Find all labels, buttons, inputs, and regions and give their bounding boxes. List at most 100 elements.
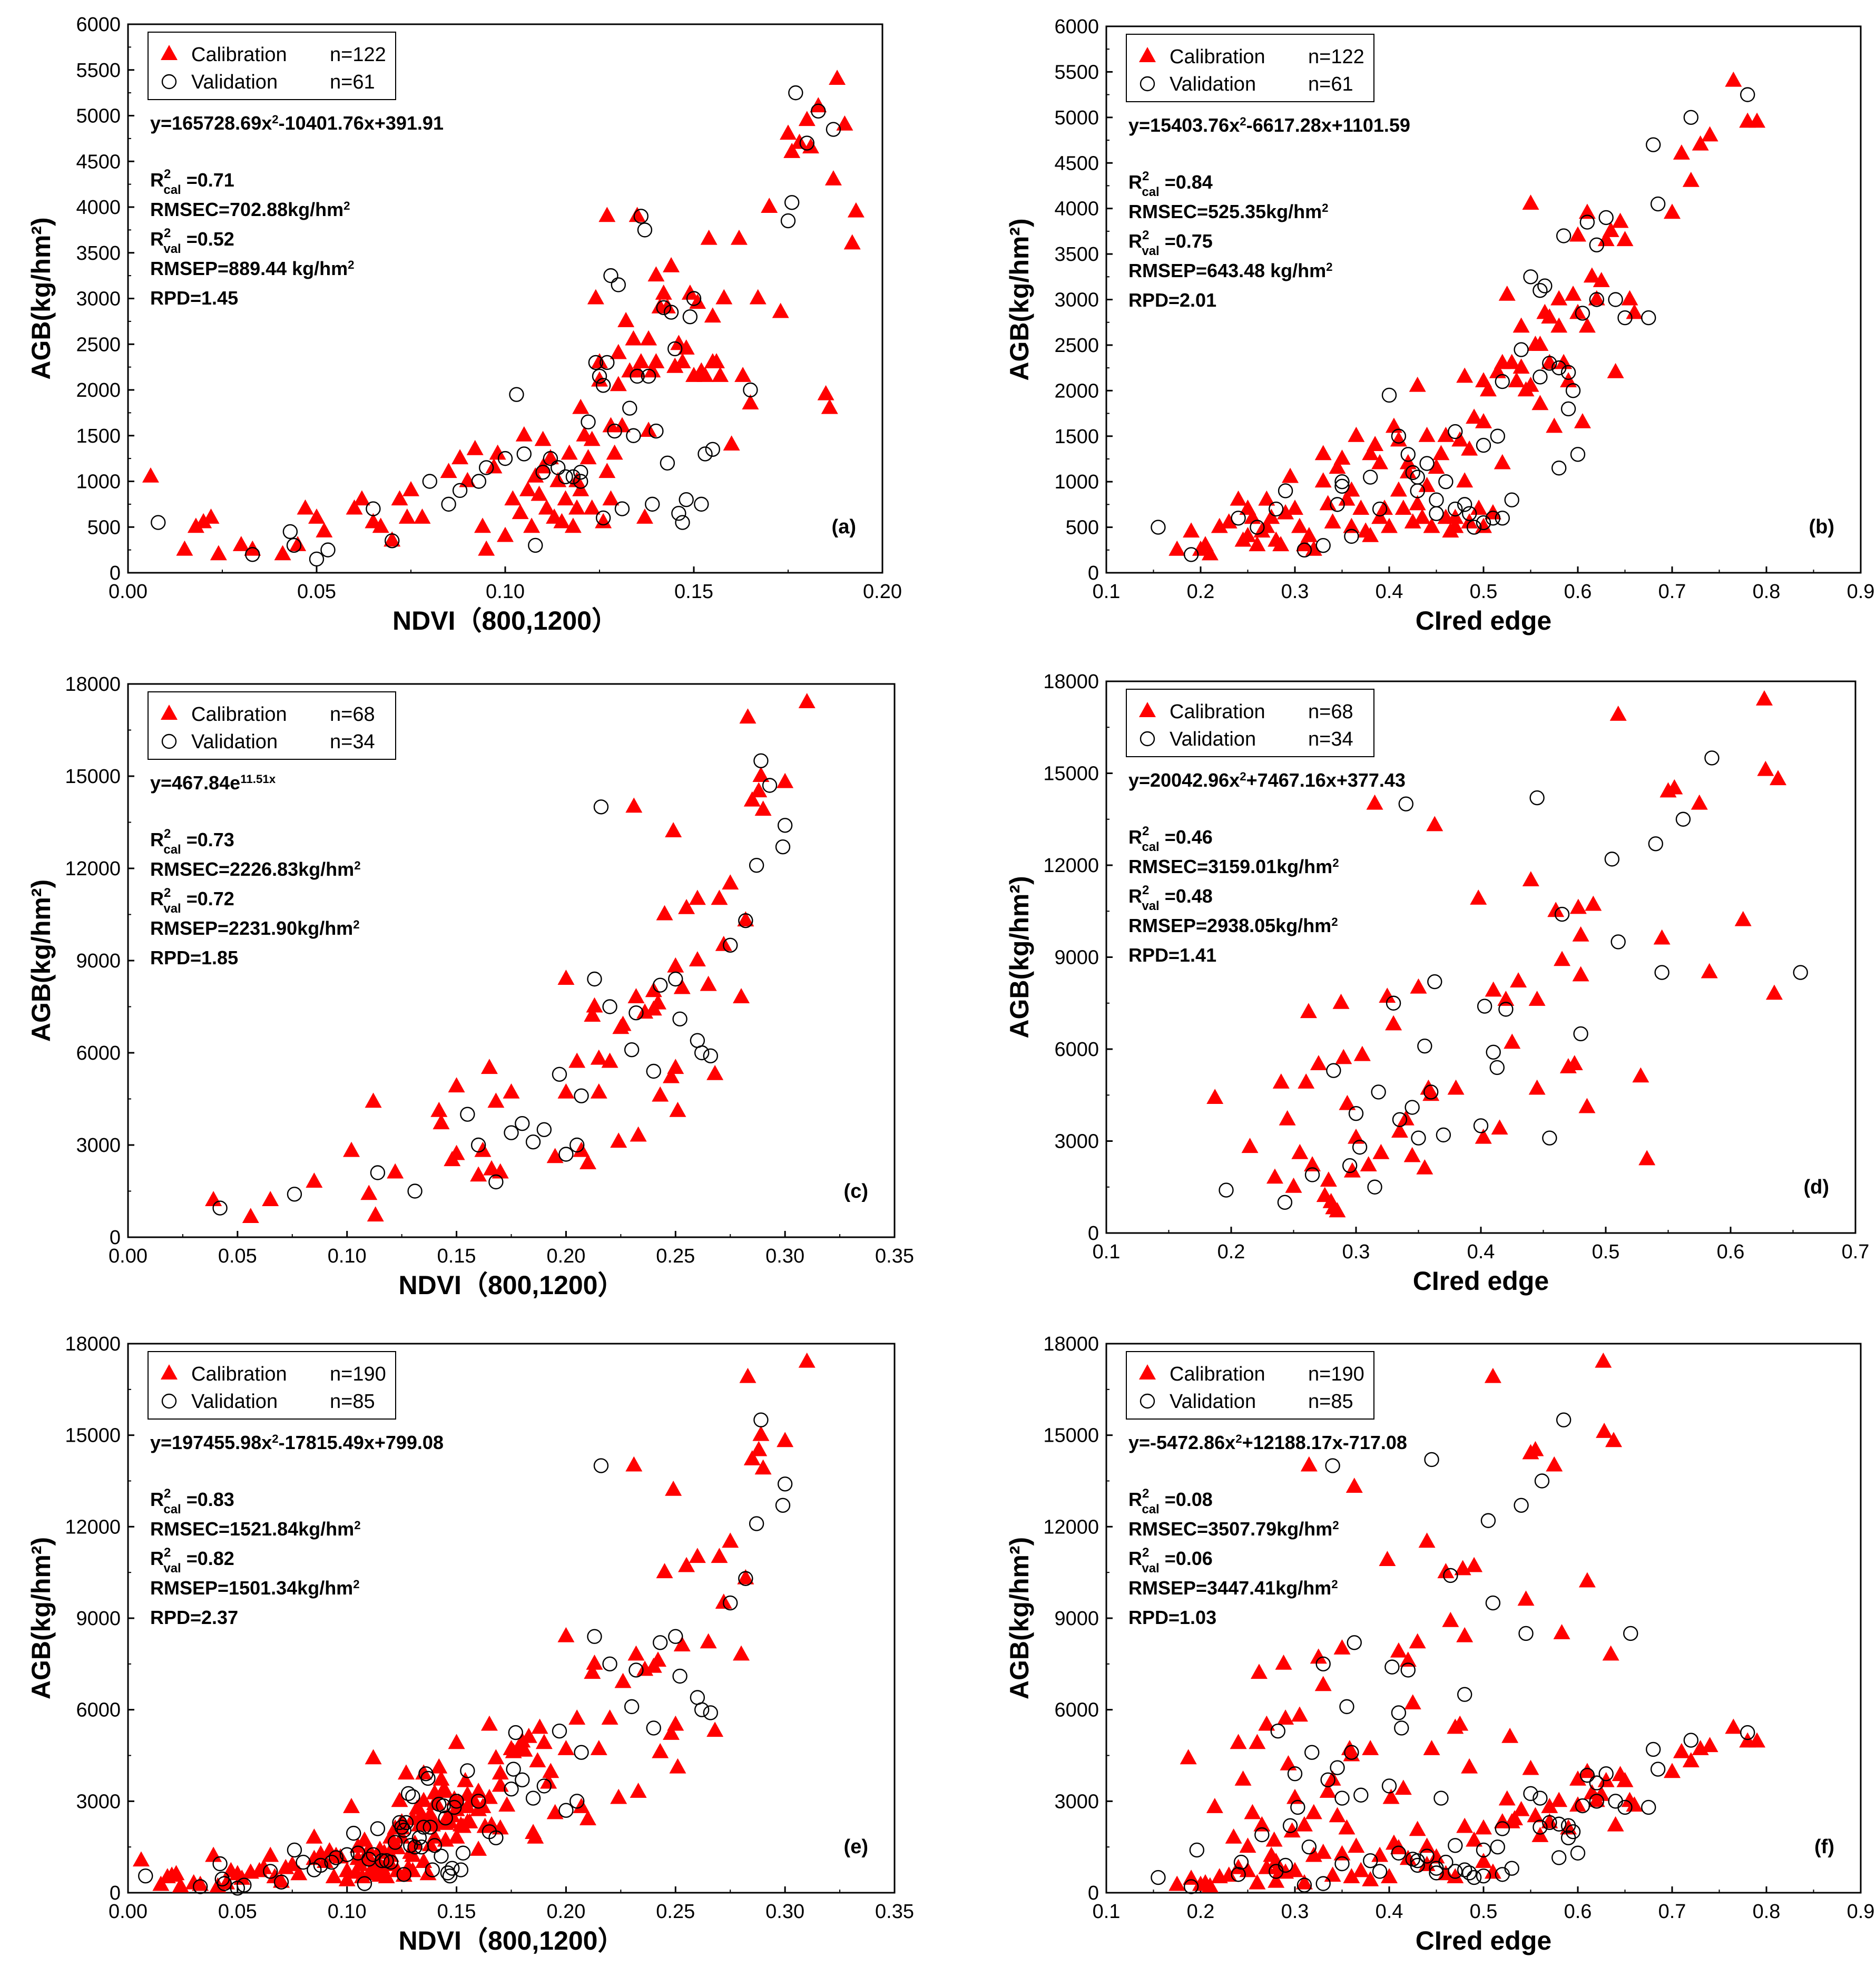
- legend-calibration-n: n=68: [1308, 701, 1353, 723]
- calibration-point: [430, 1758, 448, 1774]
- calibration-point: [1314, 445, 1332, 461]
- calibration-point: [1503, 354, 1520, 369]
- calibration-point: [1275, 1654, 1292, 1670]
- calibration-point: [1379, 987, 1396, 1003]
- legend-box: [148, 691, 396, 760]
- calibration-point: [448, 1077, 465, 1093]
- calibration-point: [414, 508, 431, 524]
- y-tick-label: 6000: [76, 14, 121, 36]
- validation-point: [230, 1881, 245, 1896]
- validation-point: [762, 778, 778, 793]
- calibration-point: [1409, 1821, 1426, 1836]
- calibration-point: [1494, 454, 1511, 469]
- validation-point: [1404, 1100, 1420, 1115]
- validation-point: [1424, 1452, 1439, 1468]
- validation-point: [396, 1867, 411, 1882]
- calibration-point: [1324, 1770, 1341, 1786]
- calibration-point: [1418, 1532, 1436, 1548]
- calibration-point: [1616, 231, 1634, 247]
- y-axis-label: AGB(kg/hm²): [1005, 1537, 1034, 1699]
- validation-point: [777, 818, 793, 833]
- calibration-point: [564, 517, 582, 533]
- y-tick-label: 3000: [76, 1791, 121, 1813]
- calibration-point: [1249, 1874, 1266, 1890]
- calibration-point: [586, 997, 603, 1013]
- calibration-point: [652, 1743, 669, 1758]
- y-tick-label: 0: [1088, 562, 1099, 584]
- validation-point: [569, 1794, 585, 1809]
- validation-point: [357, 1876, 372, 1891]
- rmsec: RMSEC=702.88kg/hm2: [150, 199, 350, 220]
- validation-point: [1570, 447, 1586, 462]
- calibration-point: [667, 1059, 684, 1074]
- validation-point: [1477, 999, 1492, 1014]
- calibration-point: [1362, 445, 1379, 461]
- calibration-point: [557, 490, 574, 506]
- y-tick-label: 3000: [1054, 1791, 1099, 1813]
- validation-point: [1353, 1787, 1369, 1803]
- calibration-point: [1371, 454, 1389, 469]
- r2-val: R2 val =0.75: [1128, 228, 1213, 258]
- validation-point: [436, 1798, 451, 1814]
- validation-point: [775, 839, 791, 855]
- validation-point: [1645, 1742, 1661, 1757]
- calibration-point: [1390, 1642, 1407, 1658]
- validation-point: [686, 291, 702, 306]
- calibration-point: [546, 1804, 564, 1819]
- calibration-point: [1279, 1110, 1296, 1126]
- validation-point: [470, 1794, 486, 1809]
- calibration-point: [798, 693, 816, 708]
- validation-point: [826, 122, 841, 137]
- y-tick-label: 5000: [1054, 107, 1099, 129]
- validation-point: [611, 277, 626, 292]
- calibration-point: [1314, 472, 1332, 488]
- validation-point: [675, 515, 690, 530]
- calibration-point: [205, 1846, 222, 1862]
- y-tick-label: 3000: [76, 1134, 121, 1157]
- calibration-point: [1484, 1863, 1501, 1879]
- validation-point: [637, 222, 653, 238]
- calibration-point: [1593, 1785, 1610, 1801]
- calibration-point: [617, 312, 635, 327]
- calibration-point: [1413, 508, 1431, 524]
- calibration-point: [780, 124, 797, 140]
- calibration-point: [630, 1783, 647, 1798]
- calibration-point: [1602, 1645, 1619, 1661]
- validation-point: [593, 799, 609, 815]
- calibration-point: [625, 1456, 643, 1472]
- validation-point: [320, 542, 336, 557]
- validation-point: [1610, 934, 1626, 950]
- validation-point: [449, 1794, 464, 1809]
- validation-point: [1608, 292, 1623, 307]
- r2-cal: R2 cal =0.83: [150, 1486, 234, 1517]
- y-tick-label: 500: [87, 516, 121, 539]
- calibration-point: [1432, 445, 1450, 461]
- calibration-point: [627, 1645, 645, 1661]
- y-tick-label: 6000: [1054, 16, 1099, 38]
- r2-val: R2 val =0.82: [150, 1545, 234, 1576]
- calibration-point: [667, 1715, 684, 1731]
- calibration-point: [1664, 1763, 1681, 1778]
- validation-point: [694, 1702, 710, 1717]
- validation-point: [645, 496, 660, 512]
- calibration-point: [402, 481, 419, 496]
- legend-validation-marker: [1140, 76, 1155, 92]
- calibration-point: [1249, 536, 1266, 552]
- validation-point: [1231, 511, 1246, 526]
- calibration-point: [1416, 1159, 1433, 1175]
- calibration-point: [1300, 527, 1318, 542]
- validation-point: [1398, 796, 1414, 811]
- calibration-point: [1588, 290, 1605, 306]
- legend-calibration-marker: [1139, 1364, 1156, 1380]
- calibration-point: [678, 1557, 695, 1572]
- calibration-point: [1578, 1763, 1596, 1778]
- rpd: RPD=1.41: [1128, 944, 1216, 966]
- validation-point: [1268, 501, 1284, 517]
- x-tick-label: 0.5: [1592, 1241, 1620, 1263]
- legend-validation-n: n=85: [1308, 1391, 1353, 1413]
- validation-point: [667, 341, 683, 357]
- validation-point: [1551, 360, 1567, 376]
- calibration-point: [1379, 1551, 1396, 1566]
- calibration-point: [1770, 770, 1787, 786]
- calibration-point: [557, 1627, 575, 1642]
